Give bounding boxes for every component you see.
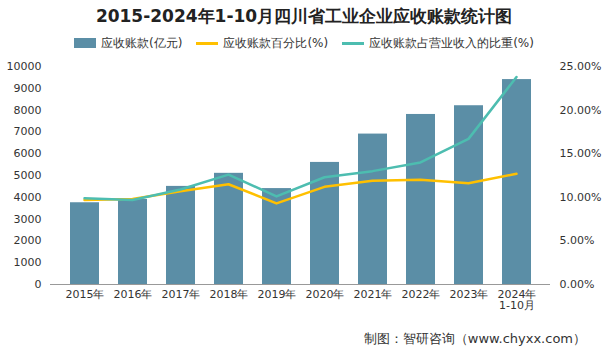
svg-text:0: 0: [35, 278, 42, 291]
svg-text:20.00%: 20.00%: [560, 104, 602, 117]
svg-text:2022年: 2022年: [402, 288, 441, 301]
svg-text:1000: 1000: [14, 256, 42, 269]
svg-text:5000: 5000: [14, 169, 42, 182]
html-text:2015-2024年1-10月四川省工业企业应收账款统计图: 2015-2024年1-10月四川省工业企业应收账款统计图: [95, 6, 513, 26]
svg-text:4000: 4000: [14, 191, 42, 204]
svg-text:8000: 8000: [14, 104, 42, 117]
html-text:制图：智研咨询（www.chyxx.com）: 制图：智研咨询（www.chyxx.com）: [363, 331, 586, 346]
svg-text:2021年: 2021年: [354, 288, 393, 301]
svg-text:10.00%: 10.00%: [560, 191, 602, 204]
svg-text:25.00%: 25.00%: [560, 60, 602, 73]
svg-text:0.00%: 0.00%: [560, 278, 595, 291]
svg-text:9000: 9000: [14, 82, 42, 95]
svg-text:2017年: 2017年: [162, 288, 201, 301]
html-text:应收账款占营业收入的比重(%): 应收账款占营业收入的比重(%): [369, 35, 534, 50]
svg-text:10000: 10000: [7, 60, 42, 73]
html-text:应收账款(亿元): 应收账款(亿元): [101, 35, 183, 50]
svg-text:2020年: 2020年: [306, 288, 345, 301]
svg-text:7000: 7000: [14, 125, 42, 138]
svg-text:2024年1-10月: 2024年1-10月: [498, 288, 537, 312]
svg-text:3000: 3000: [14, 213, 42, 226]
svg-text:2000: 2000: [14, 234, 42, 247]
svg-text:2016年: 2016年: [114, 288, 153, 301]
svg-text:5.00%: 5.00%: [560, 234, 595, 247]
svg-text:6000: 6000: [14, 147, 42, 160]
svg-text:2018年: 2018年: [210, 288, 249, 301]
svg-text:15.00%: 15.00%: [560, 147, 602, 160]
svg-text:2019年: 2019年: [258, 288, 297, 301]
svg-text:2015年: 2015年: [66, 288, 105, 301]
html-text:应收账款百分比(%): 应收账款百分比(%): [223, 35, 329, 50]
svg-text:2023年: 2023年: [450, 288, 489, 301]
